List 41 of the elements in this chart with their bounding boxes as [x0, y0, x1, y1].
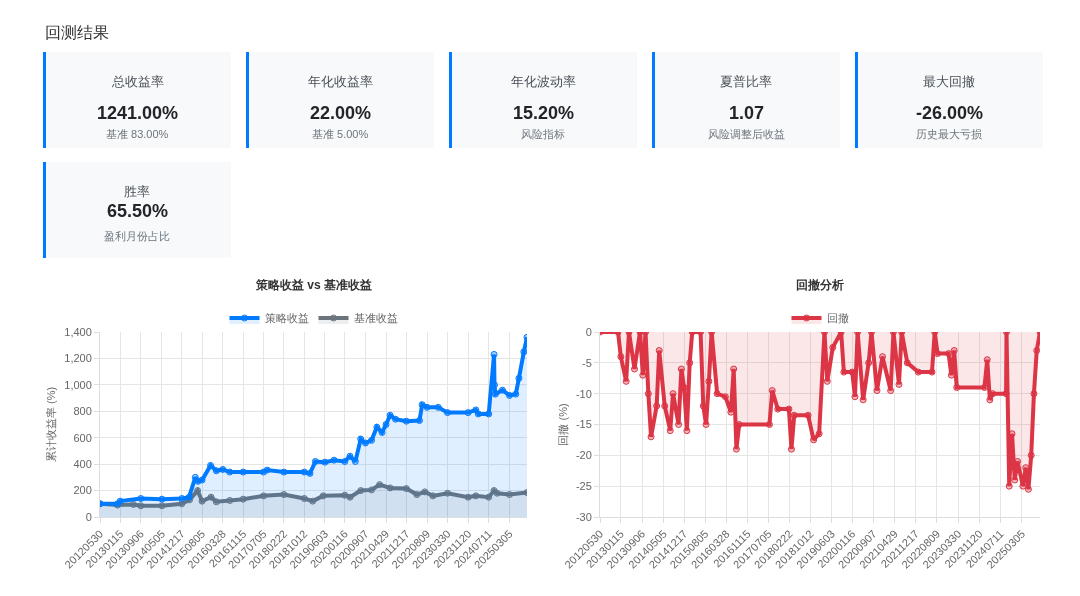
legend-label: 回撤	[826, 312, 849, 325]
category-label: -26.00%	[916, 103, 984, 123]
y-tick-label: 600	[73, 431, 92, 444]
text: 总收益率	[111, 74, 164, 89]
y-axis-title: 累计收益率 (%)	[44, 386, 57, 463]
text: 最大回撤	[923, 74, 975, 89]
chart-title: 策略收益 vs 基准收益	[255, 278, 373, 292]
y-tick-label: -15	[575, 418, 592, 431]
category-label: 1.07	[729, 103, 765, 123]
category-label: 65.50%	[107, 201, 169, 221]
y-tick-label: 200	[73, 484, 92, 497]
legend-label: 基准收益	[353, 312, 398, 325]
text: 年化波动率	[511, 74, 576, 89]
text: 基准 83.00%	[106, 128, 169, 140]
y-tick-label: -10	[575, 387, 592, 400]
category-label: 15.20%	[513, 103, 575, 123]
y-tick-label: 800	[73, 405, 92, 418]
y-tick-label: -30	[575, 510, 592, 523]
text: 风险调整后收益	[708, 128, 785, 140]
category-label: 22.00%	[310, 103, 372, 123]
chart-title: 回撤分析	[796, 278, 844, 292]
y-tick-label: 1,000	[64, 378, 92, 391]
text: 盈利月份占比	[104, 230, 170, 242]
text: 回测结果	[45, 24, 109, 41]
y-tick-label: -20	[575, 449, 592, 462]
text: 年化收益率	[308, 74, 373, 89]
y-tick-label: 400	[73, 457, 92, 470]
text: 夏普比率	[720, 74, 772, 89]
text: 历史最大亏损	[916, 128, 982, 140]
y-axis-title: 回撤 (%)	[556, 403, 569, 446]
y-tick-label: 1,200	[64, 352, 92, 365]
text: 基准 5.00%	[312, 128, 369, 140]
y-tick-label: 0	[85, 510, 92, 523]
y-tick-label: 1,400	[64, 325, 92, 338]
text: 风险指标	[521, 128, 565, 140]
y-tick-label: -25	[575, 480, 592, 493]
legend-label: 策略收益	[264, 312, 309, 325]
category-label: 1241.00%	[97, 103, 179, 123]
y-tick-label: 0	[585, 325, 592, 338]
y-tick-label: -5	[582, 356, 592, 369]
text: 胜率	[124, 184, 150, 199]
